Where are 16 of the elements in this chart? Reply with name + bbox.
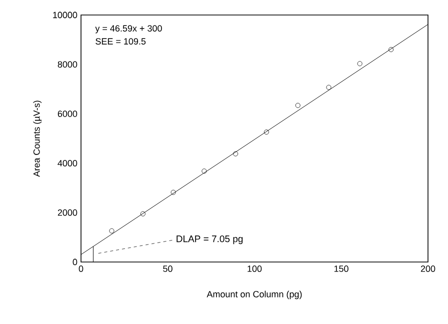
annotation: SEE = 109.5 (96, 38, 146, 45)
y-tick-label: 6000 (58, 110, 78, 117)
y-axis-title: Area Counts (µV-s) (33, 100, 42, 177)
y-tick-label: 4000 (58, 160, 78, 166)
x-tick-label: 200 (420, 266, 436, 272)
x-tick-label: 50 (163, 266, 172, 272)
y-tick-label: 0 (72, 258, 78, 266)
annotation: DLAP = 7.05 pg (176, 235, 243, 244)
x-tick-label: 0 (78, 266, 84, 272)
y-tick-label: 10000 (53, 12, 78, 18)
x-tick-label: 150 (334, 266, 348, 272)
y-tick-label: 8000 (58, 61, 78, 68)
y-tick-label: 2000 (58, 209, 78, 216)
x-axis-title: Amount on Column (pg) (206, 290, 302, 300)
annotation: y = 46.59x + 300 (95, 25, 162, 34)
x-tick-label: 100 (248, 266, 262, 272)
